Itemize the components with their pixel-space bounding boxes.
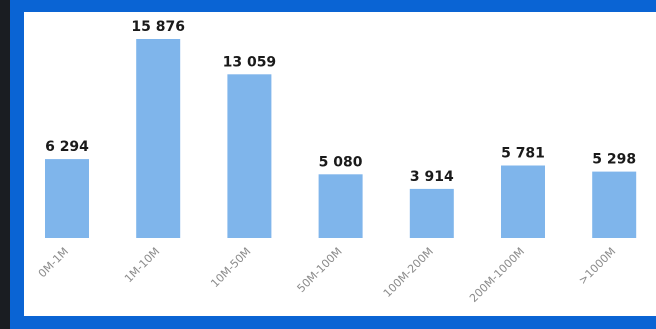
value-label-4: 3 914 <box>410 169 454 185</box>
value-label-0: 6 294 <box>45 139 89 155</box>
tick-label-5: 200M-1000M <box>467 245 527 305</box>
tick-label-0: 0M-1M <box>36 245 71 280</box>
chart-panel: 6 294 0M-1M 15 876 1M-10M 13 059 10M-50M 5 080… <box>24 12 656 316</box>
value-label-6: 5 298 <box>592 152 636 168</box>
tick-label-3: 50M-100M <box>295 245 345 295</box>
bar-chart: 6 294 0M-1M 15 876 1M-10M 13 059 10M-50M 5 080… <box>36 19 637 305</box>
bar-6 <box>592 171 637 238</box>
tick-label-1: 1M-10M <box>122 245 162 285</box>
bar-2 <box>227 74 272 238</box>
value-label-2: 13 059 <box>223 54 277 70</box>
value-label-3: 5 080 <box>319 154 363 170</box>
value-label-5: 5 781 <box>501 146 545 162</box>
bar-5 <box>501 165 545 238</box>
value-label-1: 15 876 <box>131 19 185 35</box>
bar-0 <box>45 159 89 238</box>
bar-4 <box>409 188 454 238</box>
bar-1 <box>136 39 181 238</box>
tick-label-6: >1000M <box>576 245 618 287</box>
tick-label-4: 100M-200M <box>381 245 436 300</box>
bar-3 <box>318 174 363 238</box>
tick-label-2: 10M-50M <box>208 245 253 290</box>
